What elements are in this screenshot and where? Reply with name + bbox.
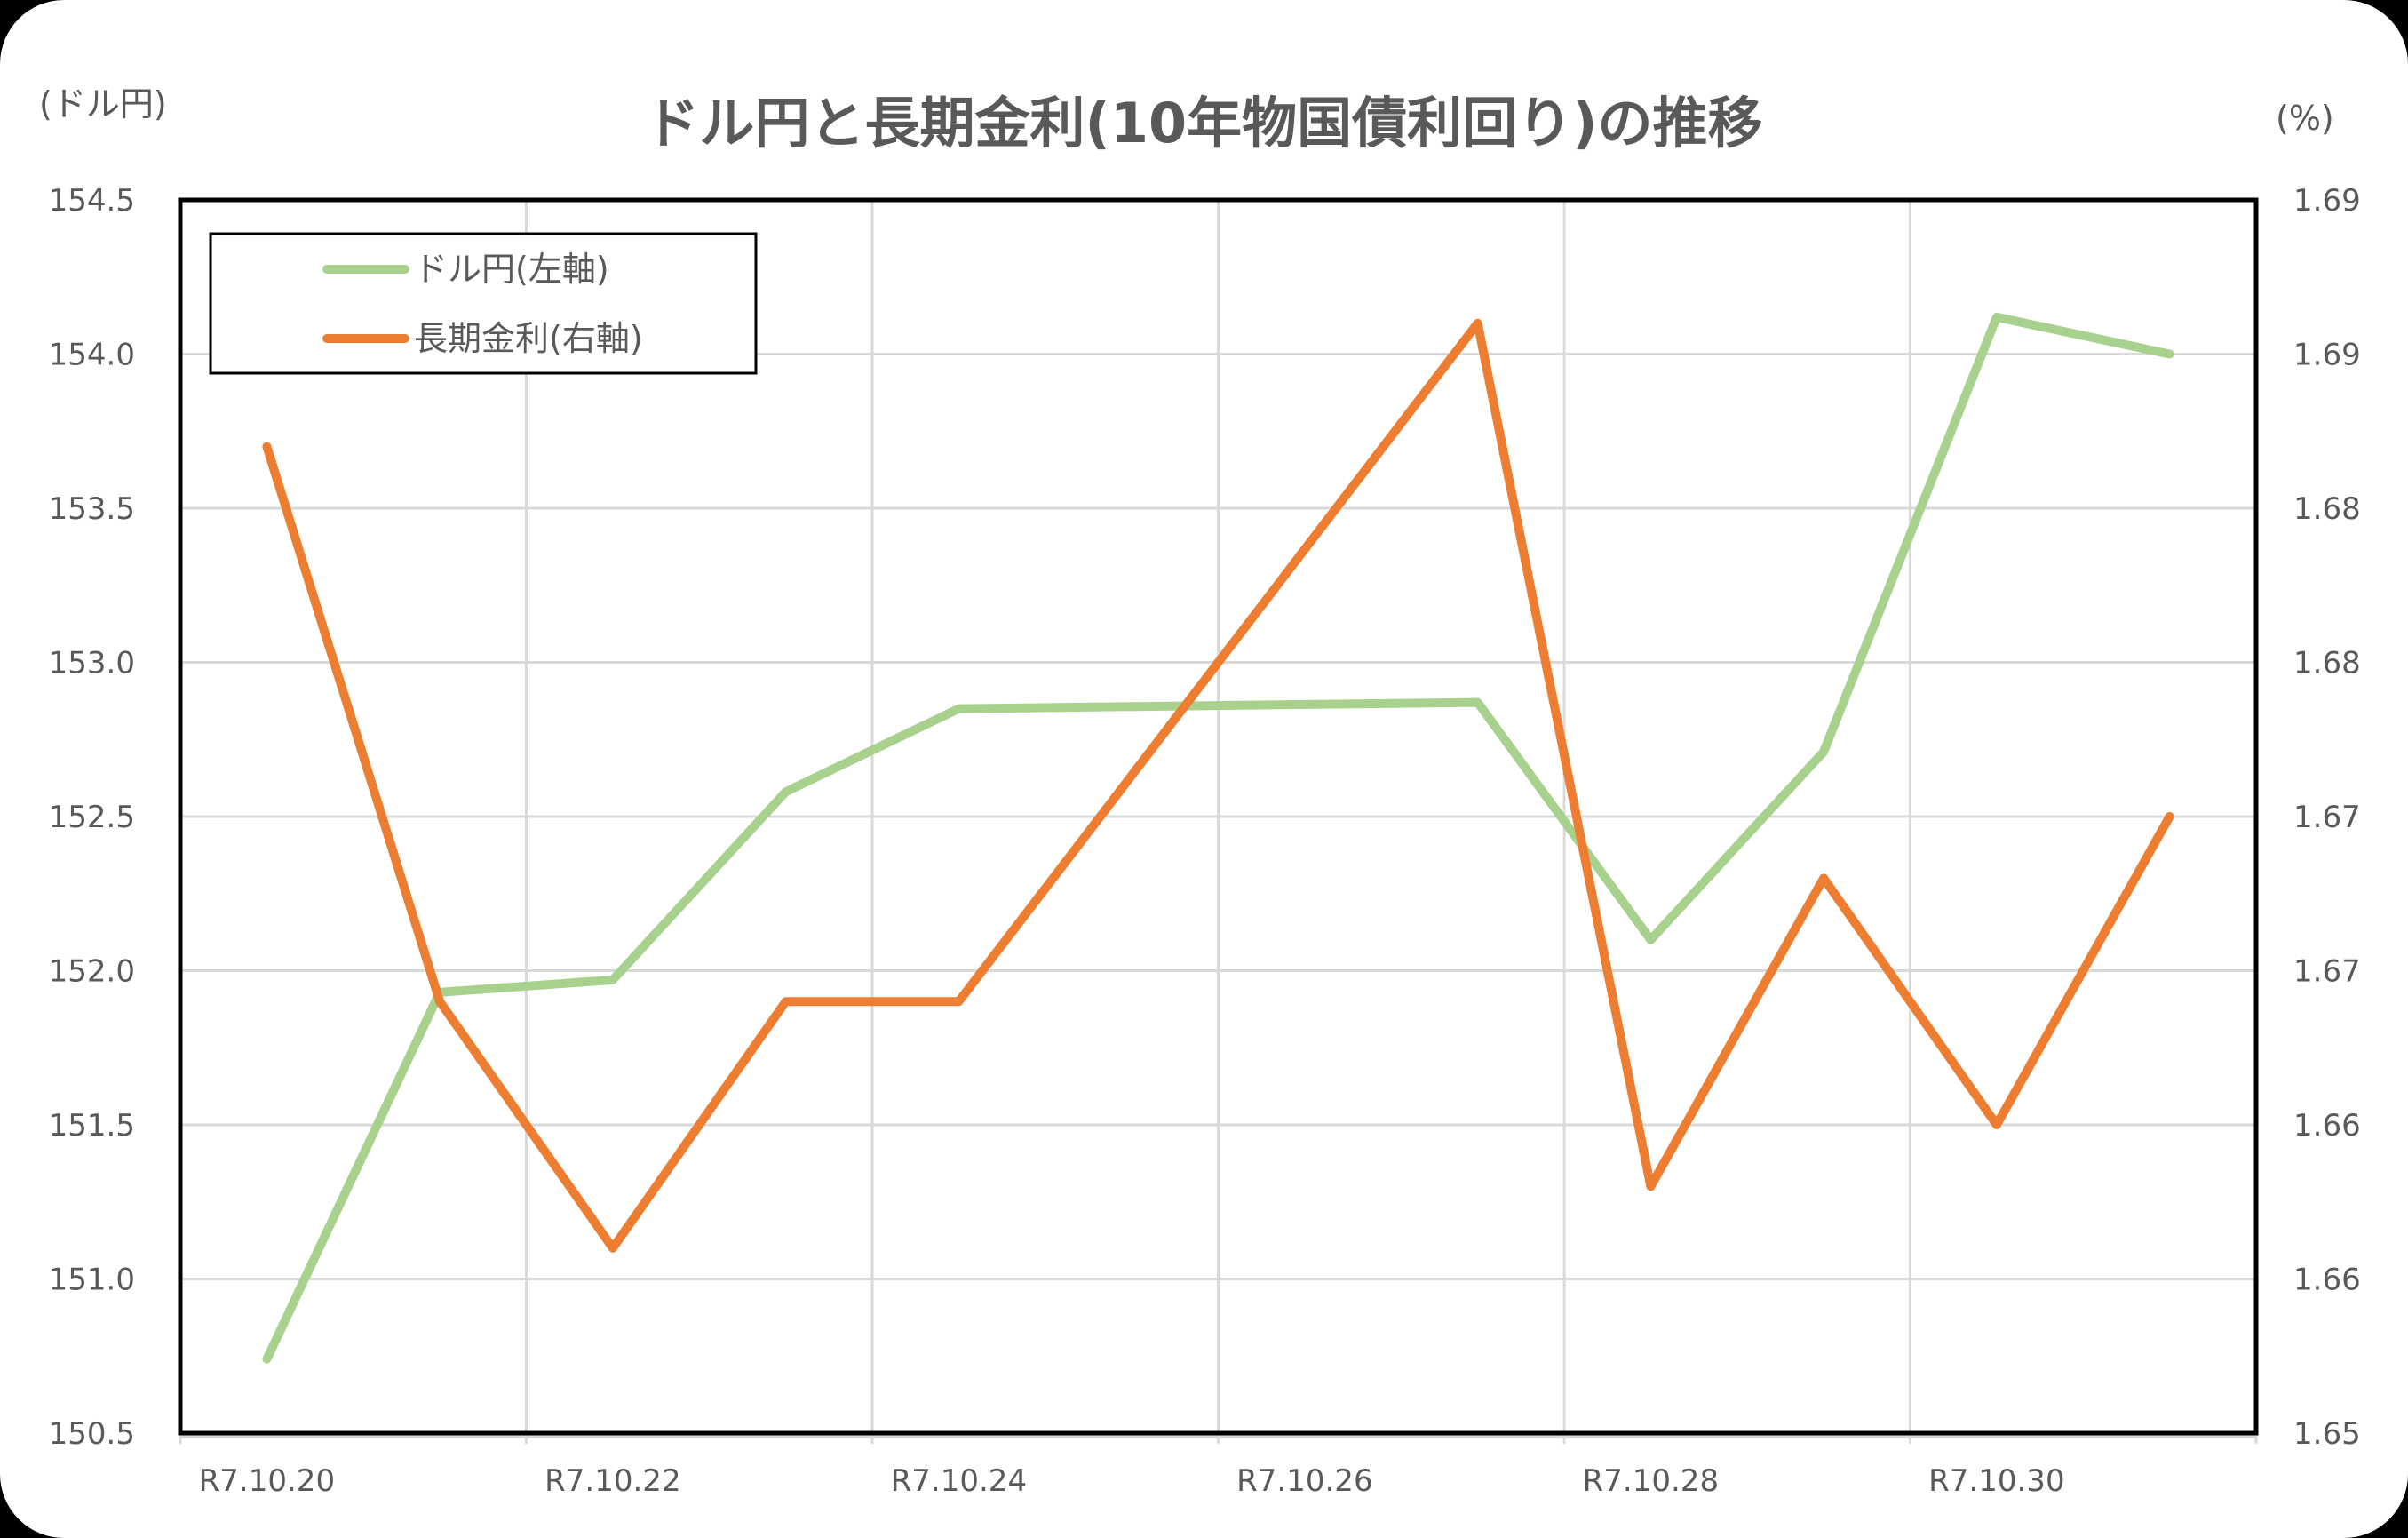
left-y-tick-label: 153.0 — [49, 646, 135, 681]
x-tick-label: R7.10.22 — [544, 1463, 680, 1499]
right-y-tick-label: 1.68 — [2293, 646, 2361, 681]
x-axis: R7.10.20 R7.10.22 R7.10.24 R7.10.26 R7.10.28… — [179, 1433, 2258, 1499]
left-y-axis: 150.5 151.0 151.5 152.0 152.5 153.0 153.5 154.0… — [49, 183, 135, 1452]
right-y-tick-label: 1.69 — [2293, 183, 2361, 219]
left-y-tick-label: 153.5 — [49, 491, 135, 527]
x-tick-label: R7.10.30 — [1928, 1463, 2064, 1499]
right-y-axis: 1.65 1.66 1.66 1.67 1.67 1.68 1.68 1.69 1.69 — [2293, 183, 2361, 1452]
usdjpy-line — [262, 312, 2174, 1364]
left-y-tick-label: 151.5 — [49, 1108, 135, 1144]
right-y-tick-label: 1.66 — [2293, 1108, 2361, 1144]
legend-box — [209, 232, 758, 375]
right-y-tick-label: 1.68 — [2293, 491, 2361, 527]
left-y-tick-label: 150.5 — [49, 1416, 135, 1452]
left-y-tick-label: 154.5 — [49, 183, 135, 219]
plot-area-border — [178, 197, 2259, 1436]
right-y-tick-label: 1.66 — [2293, 1263, 2361, 1298]
right-y-tick-label: 1.67 — [2293, 800, 2361, 835]
x-tick-label: R7.10.24 — [891, 1463, 1027, 1499]
left-axis-unit: (ドル円) — [39, 84, 167, 124]
left-y-tick-label: 152.0 — [49, 954, 135, 990]
left-y-tick-label: 154.0 — [49, 338, 135, 373]
gridlines — [180, 200, 2256, 1433]
series-lines — [262, 312, 2174, 1364]
chart-title: ドル円と長期金利(10年物国債利回り)の推移 — [645, 91, 1763, 155]
right-axis-unit: (%) — [2276, 99, 2334, 138]
right-y-tick-label: 1.65 — [2293, 1416, 2361, 1452]
legend-label-jgb-yield: 長期金利(右軸) — [414, 319, 643, 358]
right-y-tick-label: 1.69 — [2293, 338, 2361, 373]
legend-label-usdjpy: ドル円(左軸) — [414, 250, 609, 289]
right-y-tick-label: 1.67 — [2293, 954, 2361, 990]
x-tick-label: R7.10.26 — [1236, 1463, 1372, 1499]
left-y-tick-label: 151.0 — [49, 1263, 135, 1298]
jgb-yield-line — [262, 318, 2174, 1253]
x-tick-label: R7.10.20 — [199, 1463, 335, 1499]
left-y-tick-label: 152.5 — [49, 800, 135, 835]
x-tick-label: R7.10.28 — [1583, 1463, 1719, 1499]
legend: ドル円(左軸) 長期金利(右軸) — [209, 232, 758, 375]
